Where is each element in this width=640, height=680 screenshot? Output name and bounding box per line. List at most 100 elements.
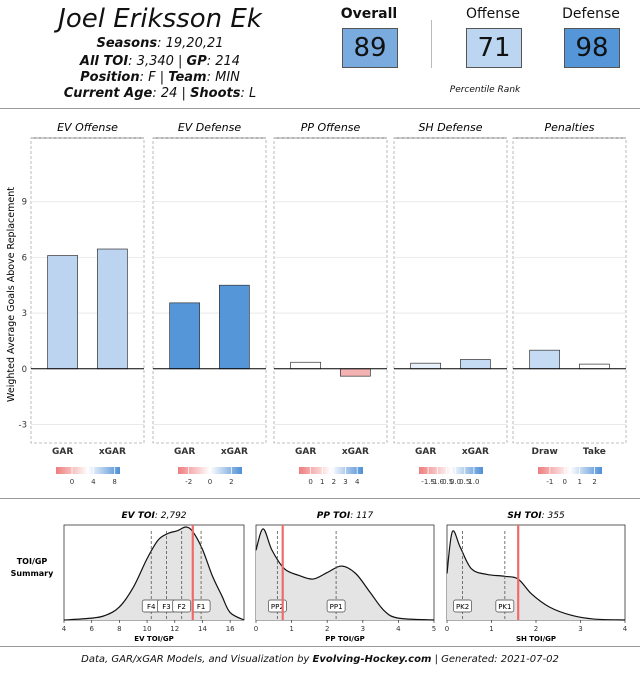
x-tick-label: 1 [489, 625, 493, 633]
bar-xgar [340, 368, 371, 377]
toi-title-label: PP TOI [317, 511, 351, 521]
bar-xgar [97, 248, 128, 370]
x-tick-label: 12 [170, 625, 179, 633]
legend-tick-label: 3 [343, 478, 347, 486]
reference-label: F2 [177, 603, 185, 611]
panel-title: SH Defense [418, 121, 482, 134]
panel-title: PP Offense [301, 121, 361, 134]
y-axis-label: Weighted Average Goals Above Replacement [6, 187, 17, 402]
legend-tick-label: 0 [308, 478, 312, 486]
offense-score-box: 71 [466, 28, 522, 68]
reference-label: F3 [162, 603, 170, 611]
x-tick-label: GAR [415, 447, 436, 457]
toi-panel-title: PP TOI: 117 [317, 511, 374, 521]
x-axis-label: PP TOI/GP [325, 635, 364, 643]
all-toi-value: : 3,340 | [128, 54, 187, 69]
legend-tick-label: 1.0 [468, 478, 479, 486]
bar-gar [47, 255, 78, 370]
toi-gp-line: All TOI: 3,340 | GP: 214 [20, 54, 300, 69]
reference-label-box [326, 599, 346, 613]
player-name: Joel Eriksson Ek [58, 4, 262, 34]
reference-label: PP2 [271, 603, 284, 611]
legend-tick-label: 0 [563, 478, 567, 486]
bar-gar [410, 362, 441, 370]
toi-title-label: SH TOI [507, 511, 542, 521]
x-tick-label: 3 [578, 625, 582, 633]
legend-tick-label: 0.0 [450, 478, 461, 486]
x-tick-label: xGAR [462, 447, 489, 457]
x-tick-label: 14 [198, 625, 207, 633]
y-tick-label: 0 [22, 365, 27, 375]
header-divider [0, 108, 640, 109]
x-tick-label: xGAR [99, 447, 126, 457]
legend-tick-label: -1.0 [430, 478, 444, 486]
panel-title: Penalties [544, 121, 594, 134]
legend-tick-label: -0.5 [440, 478, 454, 486]
y-tick-label: 9 [22, 198, 27, 208]
x-axis-label: EV TOI/GP [134, 635, 173, 643]
legend-colorbar [299, 467, 363, 474]
x-tick-label: GAR [295, 447, 316, 457]
reference-label: PK2 [456, 603, 469, 611]
offense-label: Offense [465, 6, 521, 22]
age-value: : 24 | [152, 86, 191, 101]
y-tick-label: 3 [22, 309, 27, 319]
x-tick-label: 3 [361, 625, 365, 633]
legend-tick-label: 8 [112, 478, 116, 486]
toi-panel-title: SH TOI: 355 [507, 511, 565, 521]
bar-take [579, 363, 610, 370]
side-label-summary: Summary [11, 569, 54, 578]
x-tick-label: GAR [174, 447, 195, 457]
legend-colorbar [56, 467, 120, 474]
gp-label: GP [186, 54, 207, 69]
x-tick-label: xGAR [342, 447, 369, 457]
defense-score-box: 98 [564, 28, 620, 68]
x-tick-label: 4 [62, 625, 67, 633]
footer-prefix: Data, GAR/xGAR Models, and Visualization… [81, 654, 313, 665]
x-tick-label: xGAR [221, 447, 248, 457]
legend-tick-label: -2 [185, 478, 192, 486]
y-tick-label: -3 [19, 420, 27, 430]
seasons-line: Seasons: 19,20,21 [20, 36, 300, 51]
panel-title: EV Offense [57, 121, 118, 134]
reference-label-box [495, 599, 515, 613]
x-tick-label: GAR [52, 447, 73, 457]
x-tick-label: 6 [89, 625, 94, 633]
bar-draw [529, 349, 560, 370]
position-value: : F | [139, 70, 169, 85]
score-divider [431, 20, 432, 68]
panel-title: EV Defense [178, 121, 242, 134]
x-tick-label: 10 [143, 625, 152, 633]
legend-tick-label: 1 [577, 478, 581, 486]
x-tick-label: 2 [534, 625, 538, 633]
toi-panel-title: EV TOI: 2,792 [121, 511, 186, 521]
bar-xgar [460, 359, 491, 370]
density-curve [446, 530, 626, 621]
percentile-rank-note: Percentile Rank [449, 85, 521, 95]
legend-tick-label: 1 [320, 478, 324, 486]
toi-title-value: : 117 [350, 511, 373, 521]
seasons-value: : 19,20,21 [157, 36, 224, 51]
y-tick-label: 6 [22, 253, 27, 263]
x-tick-label: 0 [254, 625, 258, 633]
gar-bar-chart: Weighted Average Goals Above Replacement… [6, 121, 627, 486]
shoots-label: Shoots [190, 86, 241, 101]
footer-credit: Data, GAR/xGAR Models, and Visualization… [0, 654, 640, 665]
legend-tick-label: 0 [70, 478, 74, 486]
x-tick-label: 8 [117, 625, 121, 633]
density-curve [63, 526, 245, 621]
x-tick-label: 0 [445, 625, 449, 633]
panel-frame [30, 137, 145, 444]
shoots-value: : L [240, 86, 257, 101]
age-label: Current Age [63, 86, 153, 101]
x-tick-label: 1 [289, 625, 293, 633]
defense-label: Defense [562, 6, 620, 22]
legend-tick-label: 4 [91, 478, 96, 486]
legend-tick-label: 2 [229, 478, 233, 486]
reference-label-box [172, 599, 192, 613]
density-area [256, 528, 434, 620]
x-tick-label: Take [583, 447, 606, 457]
all-toi-label: All TOI [79, 54, 129, 69]
panel-frame [393, 137, 508, 444]
